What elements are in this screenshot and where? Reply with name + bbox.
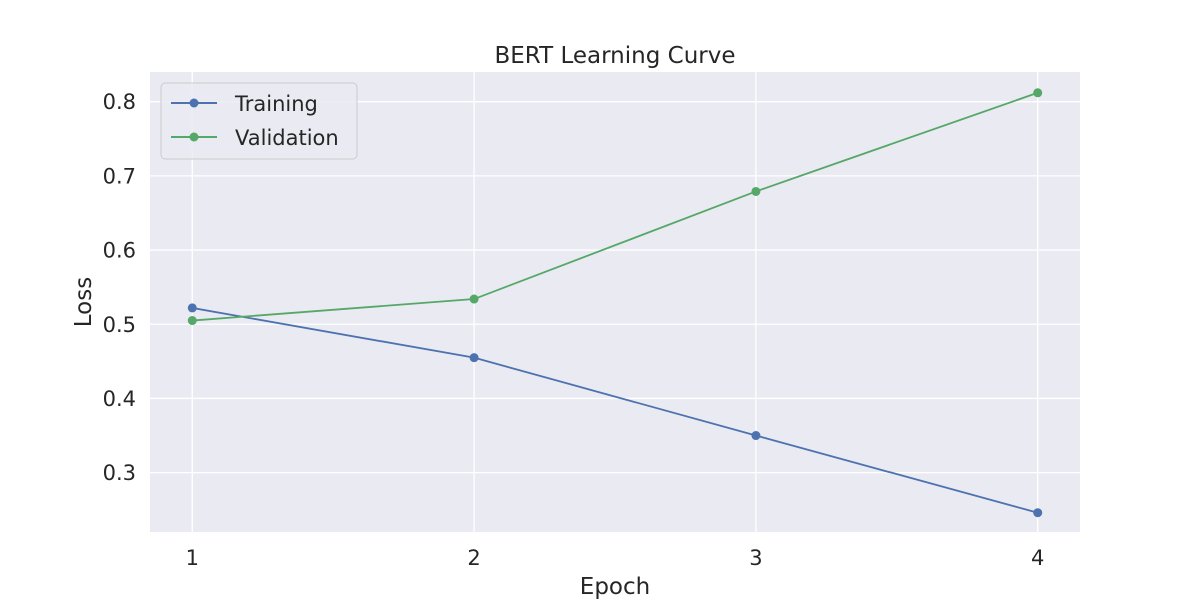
y-tick-label: 0.6 — [103, 239, 136, 263]
data-point-training — [1033, 508, 1043, 518]
y-tick-label: 0.5 — [103, 313, 136, 337]
data-point-training — [469, 353, 479, 363]
y-tick-label: 0.7 — [103, 164, 136, 188]
data-point-validation — [469, 294, 479, 304]
data-point-validation — [751, 186, 761, 196]
series-line-training — [192, 307, 1038, 514]
x-tick-label: 2 — [467, 546, 480, 570]
legend-entry-validation: Validation — [171, 126, 339, 150]
legend-training-label: Training — [234, 92, 318, 116]
x-axis-label: Epoch — [580, 574, 650, 600]
x-tick-label: 1 — [186, 546, 199, 570]
y-tick-label: 0.8 — [103, 90, 136, 114]
x-tick-label: 3 — [749, 546, 762, 570]
data-point-training — [751, 431, 761, 441]
legend-entry-training: Training — [171, 92, 318, 116]
legend: Training Validation — [160, 82, 358, 160]
chart-title: BERT Learning Curve — [495, 43, 736, 69]
series-lines — [187, 88, 1043, 518]
series-line-validation — [192, 91, 1039, 322]
y-tick-label: 0.3 — [103, 461, 136, 485]
data-point-validation — [1033, 88, 1043, 98]
legend-validation-label: Validation — [235, 126, 339, 150]
legend-validation-marker — [189, 132, 199, 142]
y-axis-label: Loss — [71, 277, 97, 327]
data-point-training — [187, 303, 197, 313]
legend-training-marker — [189, 98, 199, 108]
x-tick-label: 4 — [1031, 546, 1044, 570]
y-tick-label: 0.4 — [103, 387, 136, 411]
data-point-validation — [187, 316, 197, 326]
axis-tick-labels: 1 2 3 4 0.3 0.4 0.5 0.6 0.7 0.8 — [103, 90, 1045, 570]
